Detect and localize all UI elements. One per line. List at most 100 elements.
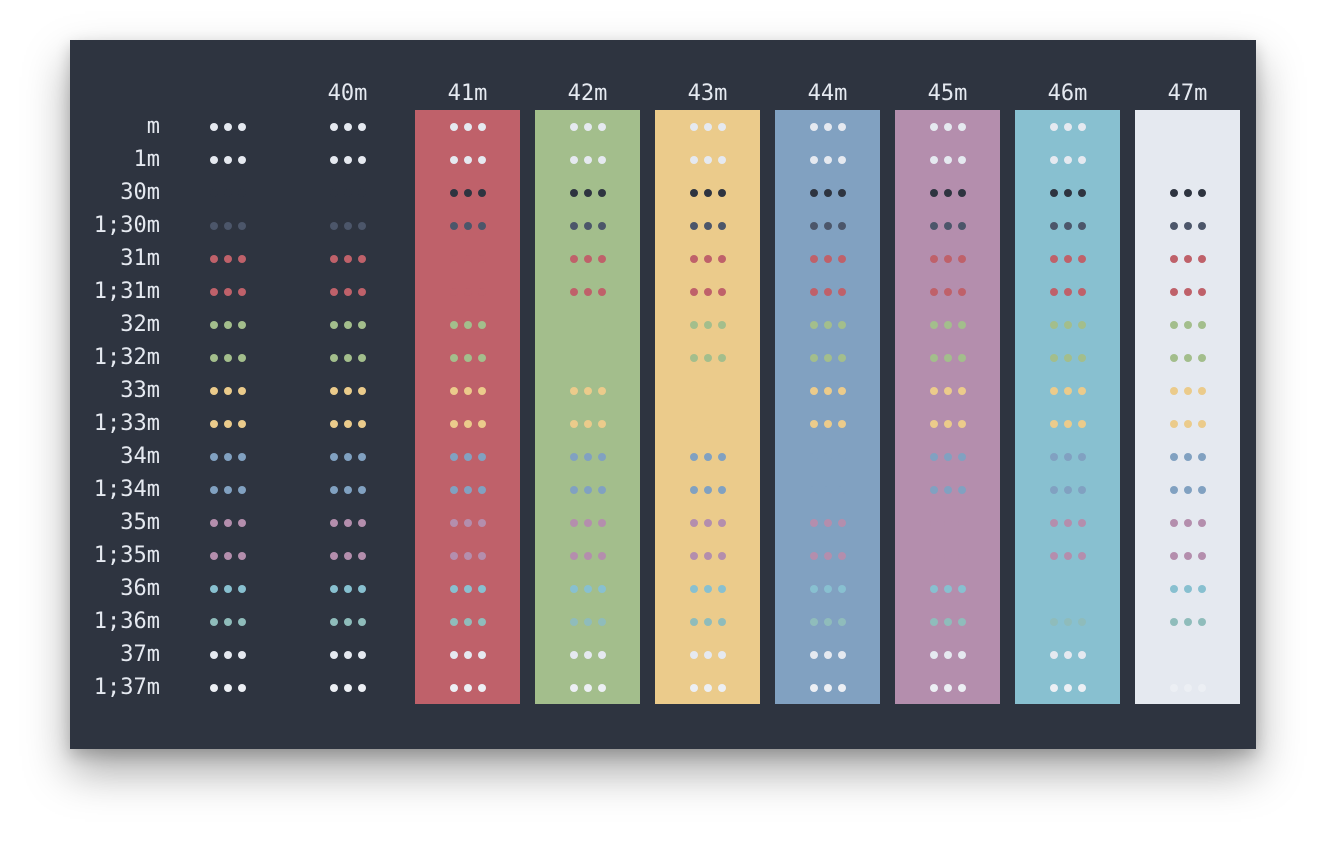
sample-dot bbox=[569, 584, 578, 593]
sample-dot bbox=[1077, 221, 1086, 230]
sample-dots bbox=[689, 584, 726, 593]
sample-dots bbox=[449, 188, 486, 197]
sample-dot bbox=[1183, 617, 1192, 626]
sample-dot bbox=[957, 155, 966, 164]
sample-dot bbox=[689, 155, 698, 164]
sample-dots bbox=[1049, 617, 1086, 626]
sample-dots bbox=[1169, 188, 1206, 197]
sample-dot bbox=[823, 287, 832, 296]
column-header: 45m bbox=[927, 81, 968, 106]
sample-dot bbox=[569, 419, 578, 428]
sample-dot bbox=[209, 584, 218, 593]
sample-dots bbox=[329, 287, 366, 296]
color-sample-cell bbox=[295, 275, 400, 308]
bg-column-47m bbox=[1135, 110, 1240, 704]
color-sample-cell bbox=[415, 209, 520, 242]
sample-dots bbox=[1169, 287, 1206, 296]
sample-dot bbox=[1049, 518, 1058, 527]
sample-dots bbox=[569, 254, 606, 263]
sample-dot bbox=[597, 518, 606, 527]
sample-dots bbox=[809, 386, 846, 395]
row-label: 1;33m bbox=[93, 411, 160, 436]
sample-dot bbox=[929, 122, 938, 131]
sample-dot bbox=[597, 551, 606, 560]
sample-dot bbox=[823, 353, 832, 362]
sample-dot bbox=[477, 683, 486, 692]
sample-dot bbox=[703, 617, 712, 626]
sample-dots bbox=[689, 188, 726, 197]
sample-dots bbox=[209, 419, 246, 428]
sample-dot bbox=[1049, 650, 1058, 659]
row-label: 1m bbox=[133, 147, 161, 172]
sample-dot bbox=[463, 221, 472, 230]
sample-dot bbox=[929, 386, 938, 395]
sample-dots bbox=[449, 287, 486, 296]
sample-dots bbox=[329, 584, 366, 593]
color-sample-cell bbox=[775, 638, 880, 671]
sample-dot bbox=[357, 155, 366, 164]
sample-dot bbox=[837, 419, 846, 428]
sample-dot bbox=[703, 419, 712, 428]
sample-dot bbox=[1049, 419, 1058, 428]
color-sample-cell bbox=[1015, 473, 1120, 506]
color-sample-cell bbox=[175, 110, 280, 143]
sample-dot bbox=[583, 518, 592, 527]
sample-dot bbox=[237, 320, 246, 329]
sample-dot bbox=[597, 386, 606, 395]
color-sample-cell bbox=[895, 176, 1000, 209]
sample-dots bbox=[569, 650, 606, 659]
sample-dot bbox=[689, 221, 698, 230]
sample-dot bbox=[837, 122, 846, 131]
color-sample-cell bbox=[775, 473, 880, 506]
sample-dot bbox=[703, 584, 712, 593]
sample-dot bbox=[1197, 419, 1206, 428]
sample-dot bbox=[343, 155, 352, 164]
row-label: 34m bbox=[120, 444, 160, 469]
sample-dot bbox=[597, 452, 606, 461]
sample-dot bbox=[463, 551, 472, 560]
sample-dot bbox=[583, 353, 592, 362]
column-header: 43m bbox=[687, 81, 728, 106]
sample-dot bbox=[223, 254, 232, 263]
sample-dots bbox=[809, 617, 846, 626]
sample-dot bbox=[223, 617, 232, 626]
sample-dots bbox=[689, 353, 726, 362]
sample-dots bbox=[569, 320, 606, 329]
sample-dot bbox=[237, 485, 246, 494]
sample-dot bbox=[809, 584, 818, 593]
sample-dots bbox=[1049, 683, 1086, 692]
sample-dot bbox=[957, 584, 966, 593]
sample-dot bbox=[943, 419, 952, 428]
sample-dot bbox=[1197, 551, 1206, 560]
sample-dots bbox=[689, 386, 726, 395]
sample-dot bbox=[1169, 287, 1178, 296]
color-sample-cell bbox=[1015, 308, 1120, 341]
sample-dots bbox=[209, 650, 246, 659]
sample-dot bbox=[237, 650, 246, 659]
sample-dots bbox=[809, 518, 846, 527]
sample-dot bbox=[809, 683, 818, 692]
color-sample-cell bbox=[895, 539, 1000, 572]
sample-dots bbox=[689, 485, 726, 494]
sample-dot bbox=[583, 254, 592, 263]
sample-dot bbox=[463, 485, 472, 494]
sample-dot bbox=[209, 551, 218, 560]
sample-dot bbox=[717, 155, 726, 164]
sample-dot bbox=[1049, 221, 1058, 230]
sample-dots bbox=[809, 452, 846, 461]
sample-dot bbox=[1049, 155, 1058, 164]
sample-dot bbox=[823, 254, 832, 263]
sample-dot bbox=[343, 353, 352, 362]
sample-dot bbox=[237, 584, 246, 593]
sample-dot bbox=[717, 287, 726, 296]
sample-dot bbox=[1183, 518, 1192, 527]
sample-dot bbox=[597, 122, 606, 131]
sample-dot bbox=[717, 122, 726, 131]
sample-dot bbox=[1169, 551, 1178, 560]
color-sample-cell bbox=[1135, 176, 1240, 209]
sample-dots bbox=[569, 518, 606, 527]
sample-dot bbox=[329, 518, 338, 527]
bg-column-42m bbox=[535, 110, 640, 704]
color-sample-cell bbox=[535, 605, 640, 638]
sample-dot bbox=[237, 188, 246, 197]
